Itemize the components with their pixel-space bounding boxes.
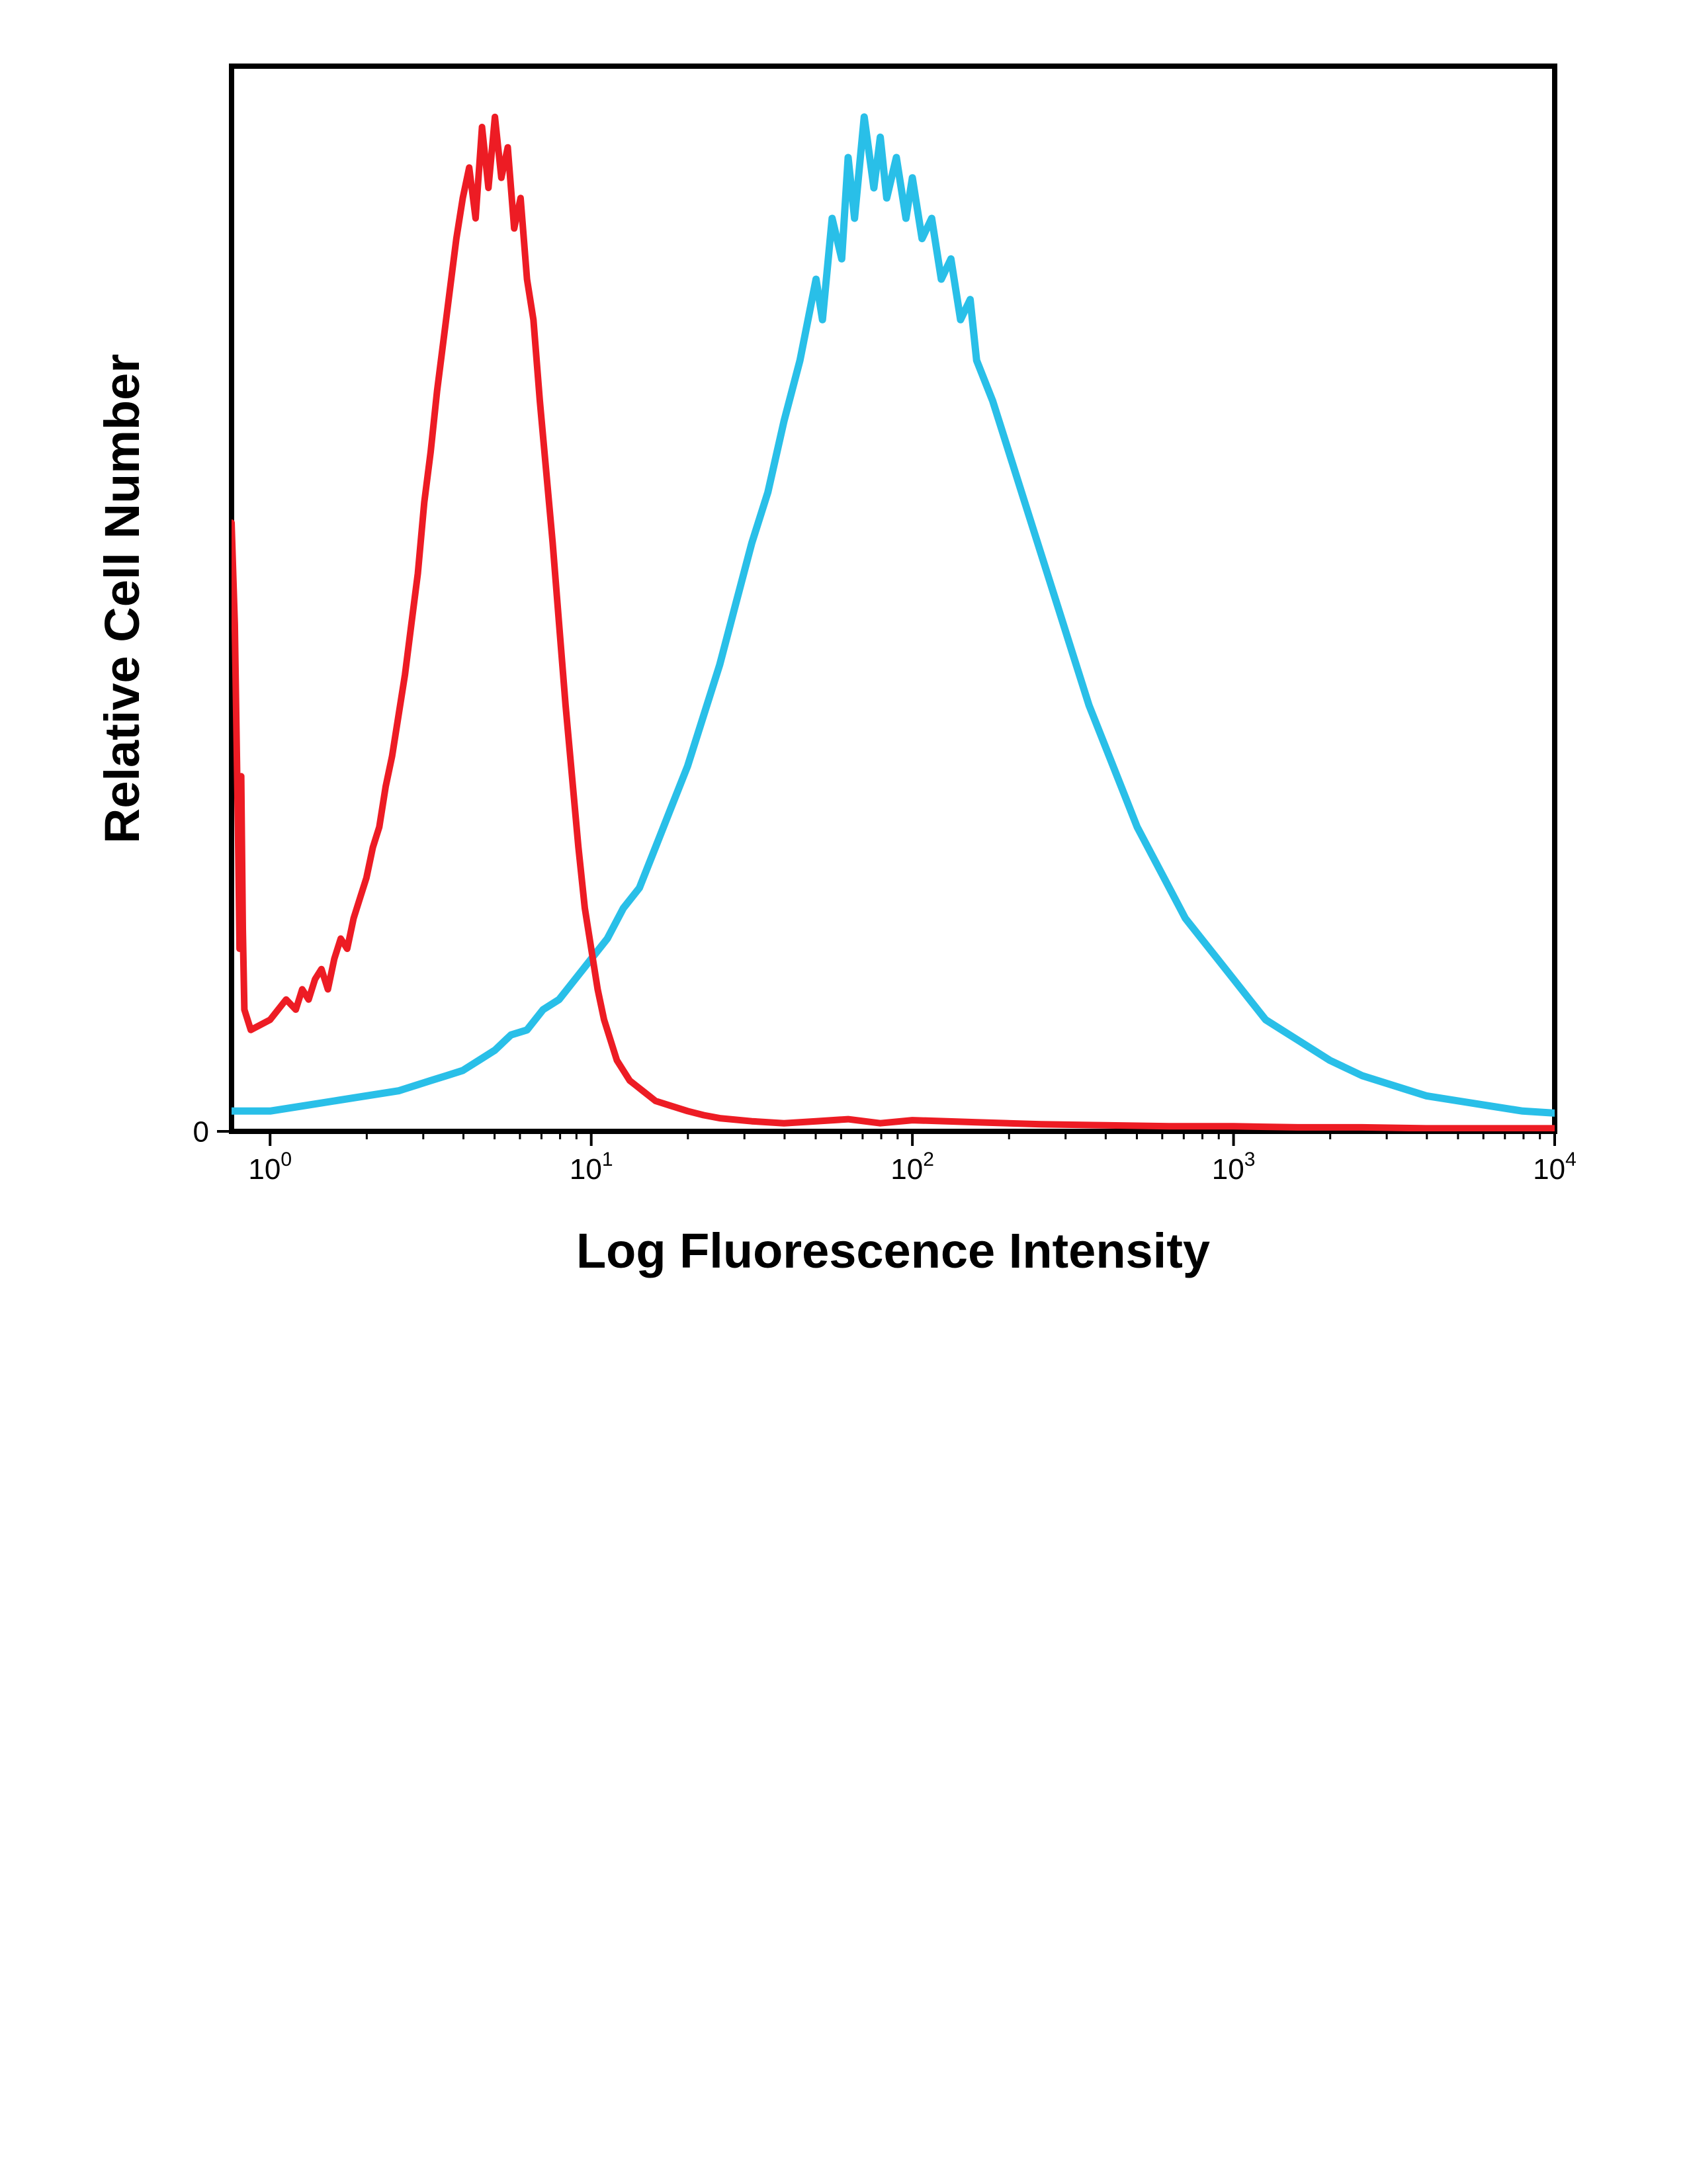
page: 1001011021031040Log Fluorescence Intensi… <box>0 0 1687 2184</box>
y-axis-label: Relative Cell Number <box>95 354 150 844</box>
svg-text:0: 0 <box>193 1115 209 1148</box>
flow-cytometry-histogram: 1001011021031040Log Fluorescence Intensi… <box>93 40 1601 1310</box>
x-axis-label: Log Fluorescence Intensity <box>576 1223 1210 1278</box>
chart-svg: 1001011021031040Log Fluorescence Intensi… <box>93 40 1601 1310</box>
